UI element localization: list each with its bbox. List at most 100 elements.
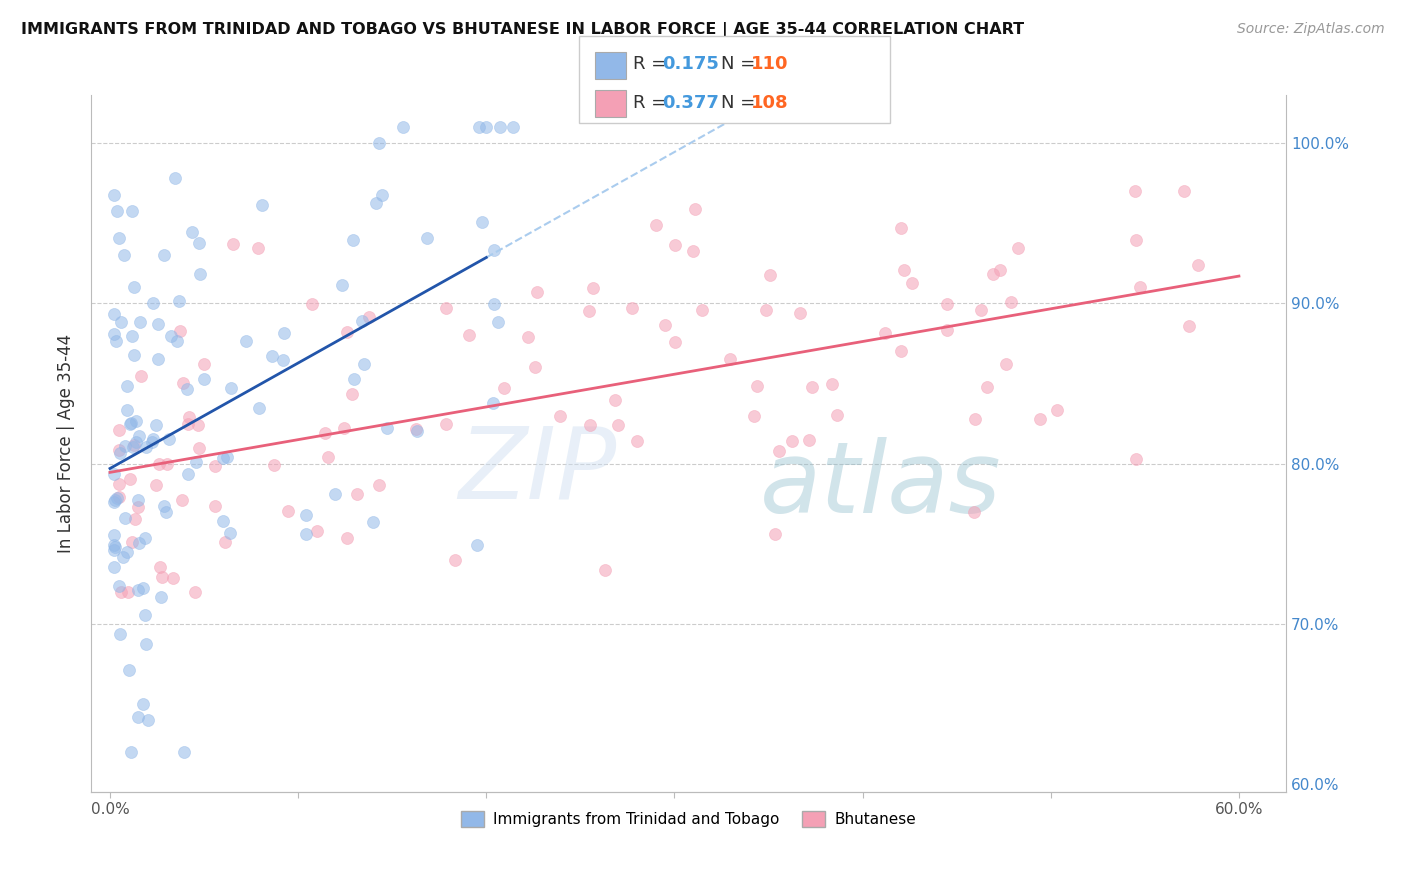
Point: [330, 277, 353, 292]
Point: [110, 627, 132, 641]
Point: [821, 376, 844, 391]
Point: [177, 467, 200, 482]
Point: [193, 357, 215, 371]
Point: [108, 445, 131, 459]
Point: [122, 280, 145, 294]
Point: [981, 267, 1004, 281]
Point: [406, 424, 429, 438]
Point: [465, 537, 488, 551]
Text: 0.377: 0.377: [662, 94, 718, 112]
Text: 0.175: 0.175: [662, 55, 718, 73]
Point: [683, 202, 706, 216]
Legend: Immigrants from Trinidad and Tobago, Bhutanese: Immigrants from Trinidad and Tobago, Bhu…: [454, 805, 922, 833]
Point: [129, 315, 152, 329]
Point: [156, 457, 179, 471]
Point: [176, 382, 198, 396]
Point: [235, 334, 257, 349]
Point: [180, 226, 202, 240]
Point: [1029, 411, 1052, 425]
Point: [115, 544, 138, 558]
Point: [759, 268, 782, 282]
Point: [416, 231, 439, 245]
Point: [103, 528, 125, 542]
Point: [434, 301, 457, 315]
Point: [110, 315, 132, 329]
Point: [149, 560, 172, 574]
Point: [582, 281, 605, 295]
Point: [122, 437, 145, 451]
Point: [110, 584, 132, 599]
Point: [664, 335, 686, 350]
Point: [247, 242, 270, 256]
Point: [103, 495, 125, 509]
Point: [890, 343, 912, 358]
Point: [797, 433, 820, 447]
Point: [127, 492, 149, 507]
Point: [336, 325, 359, 339]
Point: [325, 487, 347, 501]
Point: [645, 219, 668, 233]
Point: [135, 440, 157, 454]
Point: [104, 334, 127, 349]
Point: [115, 402, 138, 417]
Point: [150, 570, 173, 584]
Point: [276, 503, 298, 517]
Point: [768, 443, 790, 458]
Point: [664, 238, 686, 252]
Point: [108, 579, 131, 593]
Point: [579, 417, 602, 432]
Point: [260, 350, 283, 364]
Point: [361, 516, 384, 530]
Point: [1046, 403, 1069, 417]
Point: [108, 423, 131, 437]
Point: [626, 434, 648, 449]
Point: [127, 500, 149, 514]
Point: [122, 441, 145, 455]
Point: [124, 348, 146, 362]
Point: [118, 663, 141, 677]
Point: [502, 120, 524, 135]
Point: [188, 441, 211, 455]
Point: [443, 553, 465, 567]
Point: [153, 248, 176, 262]
Text: N =: N =: [721, 94, 761, 112]
Point: [333, 420, 356, 434]
Point: [745, 379, 768, 393]
Point: [125, 435, 148, 450]
Point: [188, 267, 211, 281]
Point: [155, 505, 177, 519]
Point: [108, 477, 131, 491]
Point: [120, 417, 142, 431]
Point: [295, 527, 318, 541]
Point: [742, 409, 765, 423]
Point: [187, 417, 209, 432]
Point: [131, 581, 153, 595]
Point: [135, 638, 157, 652]
Point: [148, 351, 170, 366]
Point: [108, 490, 131, 504]
Point: [114, 439, 136, 453]
Point: [271, 353, 294, 368]
Point: [127, 709, 149, 723]
Point: [471, 215, 494, 229]
Point: [970, 303, 993, 318]
Point: [548, 409, 571, 423]
Point: [1125, 185, 1147, 199]
Text: ZIP: ZIP: [458, 423, 617, 520]
Text: IMMIGRANTS FROM TRINIDAD AND TOBAGO VS BHUTANESE IN LABOR FORCE | AGE 35-44 CORR: IMMIGRANTS FROM TRINIDAD AND TOBAGO VS B…: [21, 22, 1024, 38]
Point: [475, 120, 498, 135]
Point: [1173, 185, 1195, 199]
Point: [654, 318, 676, 332]
Point: [177, 417, 200, 431]
Point: [121, 535, 143, 549]
Point: [965, 412, 987, 426]
Point: [114, 511, 136, 525]
Point: [184, 455, 207, 469]
Point: [117, 584, 139, 599]
Point: [1000, 295, 1022, 310]
Point: [893, 263, 915, 277]
Point: [103, 467, 125, 482]
Point: [526, 285, 548, 299]
Point: [148, 457, 170, 471]
Point: [118, 472, 141, 486]
